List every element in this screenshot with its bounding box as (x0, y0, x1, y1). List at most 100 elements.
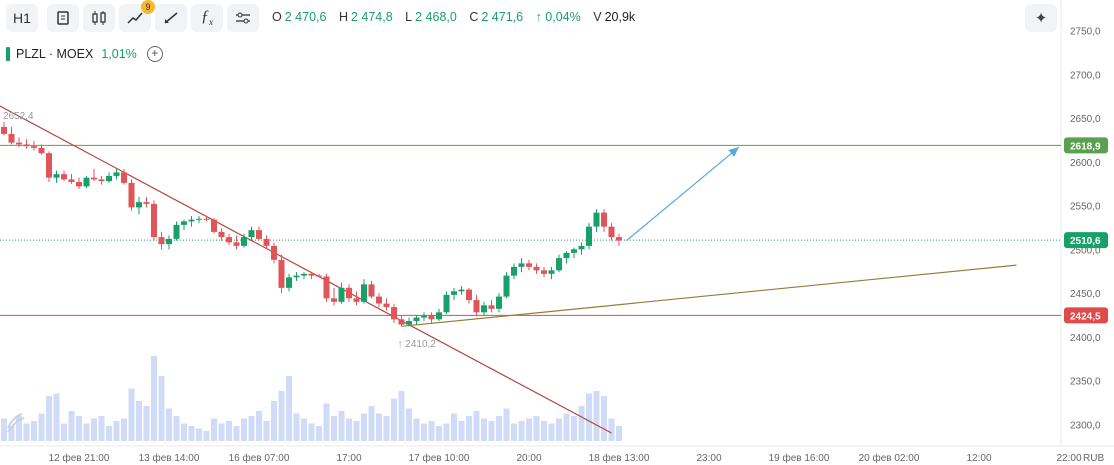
volume-bar (466, 416, 472, 441)
candle (383, 298, 390, 311)
volume-bar (23, 423, 30, 441)
candle-body (113, 172, 120, 176)
candle-body (8, 133, 15, 143)
close-value: 2 471,6 (481, 10, 524, 24)
y-tick-label: 2700,0 (1070, 70, 1101, 81)
add-instrument-button[interactable]: + (146, 46, 163, 62)
low-label: L (405, 10, 413, 24)
x-tick-label: 12:00 (966, 453, 991, 464)
volume-bar (578, 406, 585, 441)
y-tick-label: 2350,0 (1070, 377, 1101, 388)
volume-bar (61, 423, 67, 441)
candle-body (413, 317, 420, 322)
candle (421, 312, 427, 322)
volume-bar (391, 398, 397, 441)
y-tick-label: 2600,0 (1070, 158, 1101, 169)
price-tag-label: 2618,9 (1070, 141, 1101, 152)
candle (301, 272, 307, 280)
chart-type-button[interactable] (83, 4, 115, 32)
candle (278, 254, 285, 294)
candle-body (256, 230, 262, 239)
candle (563, 251, 570, 264)
volume-bar (128, 388, 135, 441)
candle (286, 273, 292, 292)
volume-bar (136, 401, 142, 441)
candle (451, 287, 457, 301)
candle-body (46, 153, 52, 178)
volume-bar (1, 418, 7, 441)
candle-body (556, 258, 562, 271)
candle-body (98, 179, 105, 182)
candle-body (376, 296, 382, 304)
candle-body (488, 305, 495, 309)
candle-body (308, 273, 315, 276)
candle-body (533, 266, 540, 271)
candle-body (323, 276, 330, 299)
candle (241, 233, 247, 248)
price-tag (1064, 137, 1108, 154)
candle (481, 301, 487, 316)
volume-label: V (593, 10, 602, 24)
indicator-line-icon (127, 12, 143, 24)
candle (413, 315, 420, 325)
volume-bar (563, 413, 570, 441)
candle-series (1, 121, 622, 327)
volume-bar (46, 396, 52, 441)
volume-bar (383, 416, 390, 441)
candle (68, 174, 75, 184)
volume-bar (601, 396, 607, 441)
candle (616, 233, 622, 246)
candle (361, 279, 367, 304)
drawing-tools-button[interactable] (155, 4, 187, 32)
y-tick-label: 2750,0 (1070, 27, 1101, 38)
volume-bar (278, 391, 285, 441)
volume-bar (31, 421, 37, 441)
candle (98, 175, 105, 185)
price-tag (1064, 307, 1108, 324)
candle (316, 273, 322, 278)
volume-bar (241, 418, 247, 441)
volume-bar (218, 423, 225, 441)
timeframe-button[interactable]: H1 (6, 4, 38, 32)
candle-body (203, 218, 210, 220)
candle-body (421, 315, 427, 318)
candle-body (188, 219, 195, 222)
candle-body (128, 182, 135, 208)
candle-body (293, 275, 300, 278)
volume-bar (263, 421, 270, 441)
volume-bar (181, 423, 187, 441)
formula-button[interactable]: ƒx (191, 4, 223, 32)
candle (271, 242, 277, 264)
candle (128, 179, 135, 211)
instrument-legend[interactable]: PLZL · MOEX 1,01% + (6, 46, 163, 62)
settings-button[interactable] (227, 4, 259, 32)
candle (83, 175, 90, 189)
compare-button[interactable] (47, 4, 79, 32)
ai-assistant-button[interactable]: ✦ (1025, 4, 1057, 32)
candle-body (136, 202, 142, 208)
x-tick-label: 20 фев 02:00 (859, 452, 920, 464)
arrow-head (728, 147, 739, 157)
candle (601, 209, 607, 232)
volume-bar (398, 391, 405, 441)
volume-series (1, 356, 622, 441)
change-value: ↑ 0,04% (535, 10, 581, 24)
candle (473, 294, 480, 316)
high-label: H (338, 10, 348, 24)
indicators-button[interactable]: 9 (119, 0, 155, 32)
candle (248, 226, 255, 241)
volume-value: 20,9k (604, 10, 636, 24)
volume-bar (91, 418, 97, 441)
volume-bar (226, 421, 232, 441)
price-tag (1064, 232, 1108, 249)
volume-bar (248, 416, 255, 441)
volume-bar (488, 421, 495, 441)
candle-body (68, 179, 75, 183)
candle (46, 151, 52, 183)
candle-body (166, 238, 172, 245)
candle-body (361, 284, 367, 302)
x-tick-label: 20:00 (516, 453, 541, 464)
close-label: C (469, 10, 479, 24)
candle (496, 293, 502, 313)
